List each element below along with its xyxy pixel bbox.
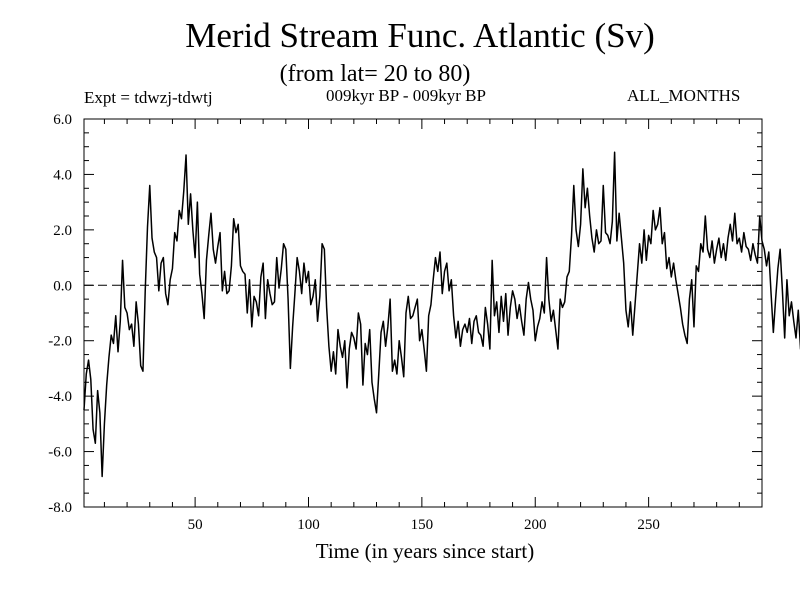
y-tick-label: 0.0 — [53, 278, 72, 294]
period-label: 009kyr BP - 009kyr BP — [326, 86, 486, 105]
experiment-label: Expt = tdwzj-tdwtj — [84, 88, 213, 107]
series-line-0 — [83, 151, 800, 478]
x-tick-label: 150 — [411, 517, 434, 533]
x-tick-label: 50 — [188, 517, 203, 533]
chart-title: Merid Stream Func. Atlantic (Sv) — [185, 16, 655, 55]
y-tick-label: -4.0 — [48, 389, 72, 405]
y-tick-label: -2.0 — [48, 334, 72, 350]
chart-subtitle: (from lat= 20 to 80) — [279, 61, 471, 87]
y-tick-label: 4.0 — [53, 167, 72, 183]
x-tick-label: 100 — [297, 517, 320, 533]
months-label: ALL_MONTHS — [627, 86, 741, 105]
x-tick-label: 200 — [524, 517, 547, 533]
y-tick-label: 6.0 — [53, 112, 72, 128]
plot-frame — [83, 118, 763, 508]
y-tick-label: 2.0 — [53, 223, 72, 239]
y-tick-label: -8.0 — [48, 500, 72, 516]
x-tick-label: 250 — [637, 517, 660, 533]
x-axis-label: Time (in years since start) — [315, 539, 535, 563]
y-tick-label: -6.0 — [48, 445, 72, 461]
